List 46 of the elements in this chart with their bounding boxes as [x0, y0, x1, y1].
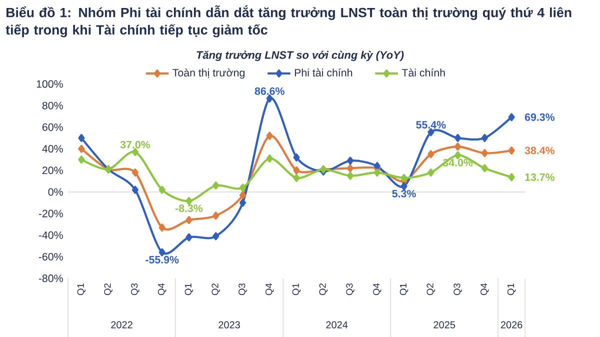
x-tick-label: Q3 — [131, 283, 140, 296]
y-tick-label: -60% — [38, 252, 63, 261]
text: 2022 — [111, 321, 132, 328]
x-tick-label: Q4 — [373, 283, 382, 296]
text: 2024 — [326, 321, 348, 328]
text: 2025 — [434, 321, 456, 328]
x-tick-label: Q1 — [184, 284, 194, 296]
x-tick-label: Q2 — [426, 284, 436, 296]
y-tick-label: 100% — [36, 80, 63, 88]
chart-title: Biểu đồ 1: Nhóm Phi tài chính dẫn dắt tăng trưởng LNST toàn thị trường quý thứ 4 liên tiếp trong khi Tài chính tiếp tục giảm tốc — [6, 5, 572, 38]
x-tick-label: Q1 — [77, 284, 86, 296]
x-tick-label: Q3 — [238, 283, 247, 296]
x-tick-label: Q3 — [346, 283, 354, 296]
text: 2023 — [218, 321, 240, 328]
x-tick-label: Q1 — [400, 284, 408, 296]
data-label: 86.6% — [254, 87, 284, 95]
data-label: 55.4% — [416, 121, 446, 129]
y-tick-label: 80% — [42, 102, 63, 110]
y-tick-label: 40% — [42, 145, 63, 153]
chart-subtitle: Tăng trưởng LNST so với cùng kỳ (YoY) — [196, 50, 404, 62]
x-tick-label: Q4 — [158, 283, 166, 296]
y-tick-label: 60% — [42, 123, 63, 131]
x-tick-label: Q2 — [319, 284, 328, 296]
x-tick-label: Q2 — [212, 284, 220, 296]
y-tick-label: -80% — [38, 274, 63, 282]
data-label: 5.3% — [392, 190, 416, 198]
x-tick-label: Q4 — [480, 283, 489, 296]
text: 2026 — [500, 321, 522, 328]
data-label: 37.0% — [120, 140, 150, 148]
y-tick-label: -20% — [38, 210, 63, 218]
y-tick-label: 20% — [42, 166, 63, 174]
x-tick-label: Q4 — [265, 283, 274, 296]
data-label: -8.3% — [175, 204, 203, 212]
x-tick-label: Q1 — [292, 284, 301, 296]
legend-label: Tài chính — [402, 68, 445, 77]
data-label: -55.9% — [146, 256, 179, 264]
data-label: 38.4% — [524, 146, 555, 154]
legend-label: Toàn thị trường — [172, 68, 244, 79]
x-tick-label: Q3 — [454, 283, 462, 296]
data-label: 13.7% — [525, 173, 555, 181]
y-tick-label: -40% — [38, 231, 63, 239]
legend-label: Phi tài chính — [294, 68, 352, 77]
x-tick-label: Q2 — [104, 284, 112, 296]
y-tick-label: 0% — [48, 188, 63, 196]
x-tick-label: Q1 — [507, 284, 516, 296]
data-label: 69.3% — [524, 113, 555, 121]
